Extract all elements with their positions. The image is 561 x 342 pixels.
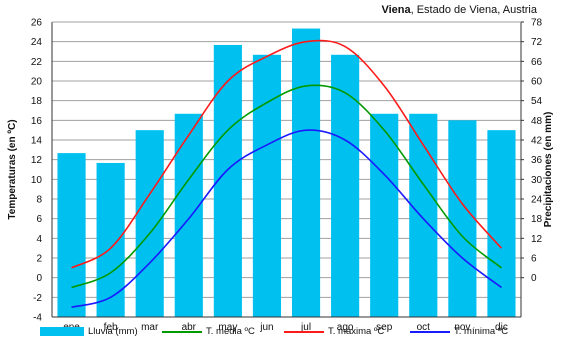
right-tick-label: 42 [531,136,543,147]
rain-bar [487,130,516,317]
rain-bar [291,28,321,318]
rain-bar [448,120,477,317]
left-tick-label: 26 [31,18,43,29]
x-tick-label: nov [454,322,470,333]
right-tick-label: 6 [531,254,537,265]
left-tick-label: 8 [36,195,42,206]
legend-swatch-min-temp [410,330,450,333]
chart-title-city: Viena [381,4,411,16]
mean-temp-line [71,84,502,289]
legend-label-max-temp: T. máxima ºC [328,326,385,337]
right-tick-label: 36 [531,155,543,166]
rain-bar [174,113,203,318]
left-tick-label: -2 [33,293,42,304]
x-tick-label: ago [337,322,354,333]
right-tick-label: 0 [531,273,537,284]
x-tick-label: may [218,322,237,333]
rain-bar [370,113,399,318]
x-tick-label: dic [495,322,508,333]
left-tick-label: 6 [36,214,42,225]
plot-area [52,22,521,317]
rain-bar [409,113,438,318]
max-temp-line [71,39,503,269]
right-tick-label: 78 [531,18,543,29]
left-tick-label: 10 [31,175,43,186]
x-tick-label: feb [104,322,118,333]
left-tick-label: 16 [31,116,43,127]
x-tick-label: sep [376,322,393,333]
x-tick-label: jul [300,322,311,333]
chart-title: Viena, Estado de Viena, Austria [381,4,537,16]
right-tick-label: 18 [531,214,543,225]
left-tick-label: 2 [36,254,42,265]
x-tick-label: abr [182,322,197,333]
right-tick-label: 12 [531,234,543,245]
x-tick-label: oct [417,322,431,333]
left-tick-label: 24 [31,37,43,48]
right-tick-label: 54 [531,96,543,107]
left-axis-title: Temperaturas (en ºC) [7,119,18,219]
legend-item-mean-temp: T. media ºC [162,324,255,339]
legend-swatch-rain [40,327,84,336]
right-tick-label: 24 [531,195,543,206]
legend-label-rain: Lluvia (mm) [88,326,138,337]
left-tick-label: 4 [36,234,42,245]
rain-bar [331,54,360,318]
chart-legend: Lluvia (mm) T. media ºC T. máxima ºC T. … [40,324,535,339]
x-tick-label: jun [259,322,273,333]
chart-title-region: , Estado de Viena, Austria [410,4,537,16]
legend-item-rain: Lluvia (mm) [40,324,138,339]
rain-bar [57,153,86,317]
left-tick-label: 22 [31,57,43,68]
rain-bar [135,130,164,317]
left-tick-label: -4 [33,313,42,324]
left-tick-label: 20 [31,77,43,88]
legend-item-max-temp: T. máxima ºC [284,324,384,339]
right-tick-label: 60 [531,77,543,88]
rain-bar [96,162,125,317]
left-tick-label: 0 [36,273,42,284]
legend-swatch-mean-temp [162,330,202,333]
right-tick-label: 30 [531,175,543,186]
right-tick-label: 72 [531,37,543,48]
min-temp-line [71,129,502,308]
right-tick-label: 66 [531,57,543,68]
legend-swatch-max-temp [284,330,324,333]
rain-bar [252,54,282,318]
left-tick-label: 12 [31,155,43,166]
left-tick-label: 18 [31,96,43,107]
legend-label-mean-temp: T. media ºC [206,326,255,337]
legend-item-min-temp: T. mínima ºC [410,324,508,339]
x-tick-label: mar [141,322,159,333]
right-axis-title: Precipitaciones (en mm) [543,112,554,228]
right-tick-label: 48 [531,116,543,127]
legend-label-min-temp: T. mínima ºC [454,326,509,337]
left-tick-label: 14 [31,136,43,147]
